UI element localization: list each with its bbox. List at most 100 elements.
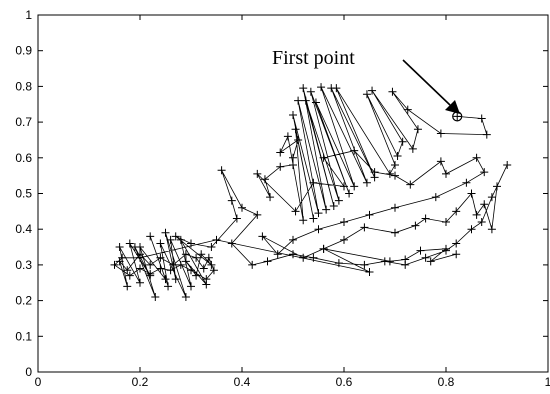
data-point-marker: [406, 180, 415, 189]
y-tick-label: 0.6: [15, 151, 32, 165]
data-point-marker: [311, 98, 320, 107]
data-point-marker: [171, 232, 180, 241]
data-point-marker: [350, 146, 359, 155]
data-point-marker: [212, 235, 221, 244]
data-point-marker: [156, 239, 165, 248]
data-point-marker: [306, 87, 315, 96]
y-tick-label: 0.8: [15, 79, 32, 93]
x-tick-label: 0: [35, 375, 42, 389]
data-point-marker: [276, 162, 285, 171]
data-point-marker: [403, 105, 412, 114]
y-tick-label: 0.9: [15, 44, 32, 58]
data-point-marker: [207, 260, 216, 269]
data-point-marker: [340, 235, 348, 244]
data-point-marker: [115, 243, 124, 252]
data-point-marker: [151, 293, 160, 302]
data-point-marker: [291, 207, 300, 216]
data-point-marker: [362, 178, 371, 187]
annotation-label: First point: [272, 47, 355, 69]
data-point-marker: [319, 244, 328, 253]
data-point-marker: [227, 196, 236, 205]
data-point-marker: [204, 253, 213, 262]
data-point-marker: [294, 96, 303, 105]
data-point-marker: [299, 216, 308, 225]
x-axis: 0 0.2 0.4 0.6 0.8 1: [35, 15, 550, 389]
data-point-marker: [171, 275, 180, 284]
data-point-marker: [340, 182, 348, 191]
data-point-marker: [181, 257, 190, 266]
data-point-marker: [146, 269, 155, 278]
data-point-marker: [273, 250, 282, 259]
data-point-marker: [453, 112, 462, 121]
y-tick-label: 0.1: [15, 329, 32, 343]
data-point-marker: [232, 214, 241, 223]
data-point-marker: [258, 232, 267, 241]
data-point-marker: [291, 125, 300, 134]
y-tick-label: 0: [25, 365, 32, 379]
data-point-marker: [345, 189, 354, 198]
data-point-marker: [248, 260, 257, 269]
data-point-marker: [166, 235, 175, 244]
data-point-marker: [472, 210, 481, 219]
data-point-marker: [411, 221, 420, 230]
data-point-marker: [123, 266, 132, 275]
data-point-marker: [398, 137, 407, 146]
y-tick-label: 1: [25, 8, 32, 22]
data-point-marker: [385, 257, 394, 266]
data-point-marker: [322, 205, 331, 214]
data-point-marker: [317, 83, 326, 92]
data-point-marker: [161, 275, 170, 284]
data-point-marker: [130, 243, 139, 252]
data-point-marker: [388, 87, 397, 96]
data-point-marker: [181, 293, 190, 302]
data-point-marker: [187, 239, 195, 248]
x-tick-label: 0.8: [438, 375, 455, 389]
data-point-marker: [436, 157, 445, 166]
data-point-marker: [146, 232, 155, 241]
data-point-marker: [314, 225, 323, 234]
data-point-marker: [289, 153, 297, 162]
data-point-marker: [176, 260, 185, 269]
data-point-marker: [385, 169, 394, 178]
data-point-marker: [477, 218, 486, 227]
y-tick-label: 0.7: [15, 115, 32, 129]
data-point-marker: [253, 210, 262, 219]
data-point-marker: [263, 257, 272, 266]
data-point-marker: [365, 210, 374, 219]
data-point-marker: [426, 257, 435, 266]
data-point-marker: [227, 239, 236, 248]
data-point-marker: [431, 193, 440, 202]
data-point-marker: [136, 253, 144, 262]
data-point-marker: [207, 243, 216, 252]
x-tick-label: 0.2: [132, 375, 149, 389]
data-point-marker: [365, 268, 374, 277]
data-point-marker: [452, 207, 461, 216]
data-point-marker: [421, 253, 430, 262]
data-point-marker: [299, 84, 308, 93]
data-point-marker: [217, 166, 226, 175]
data-point-marker: [327, 84, 336, 93]
data-point-marker: [401, 255, 410, 264]
data-point-marker: [309, 214, 318, 223]
x-tick-label: 0.4: [234, 375, 251, 389]
data-point-marker: [146, 260, 155, 269]
data-point-marker: [169, 260, 178, 269]
data-point-marker: [391, 160, 399, 169]
data-point-marker: [334, 196, 343, 205]
data-point-marker: [452, 250, 461, 259]
y-tick-label: 0.5: [15, 187, 32, 201]
data-point-marker: [329, 201, 338, 210]
y-tick-label: 0.4: [15, 222, 32, 236]
data-point-marker: [266, 193, 275, 202]
data-point-marker: [408, 144, 417, 153]
y-tick-label: 0.2: [15, 294, 32, 308]
data-point-marker: [260, 175, 269, 184]
data-point-marker: [309, 178, 318, 187]
data-point-marker: [480, 200, 489, 209]
data-point-marker: [136, 264, 144, 273]
data-point-marker: [482, 130, 491, 139]
series-line: [113, 86, 508, 298]
data-point-marker: [467, 189, 476, 198]
